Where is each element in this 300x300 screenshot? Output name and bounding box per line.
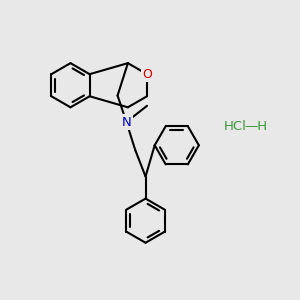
- Text: —H: —H: [244, 120, 267, 133]
- Text: HCl: HCl: [224, 120, 247, 133]
- Text: O: O: [142, 68, 152, 81]
- Text: N: N: [122, 116, 131, 128]
